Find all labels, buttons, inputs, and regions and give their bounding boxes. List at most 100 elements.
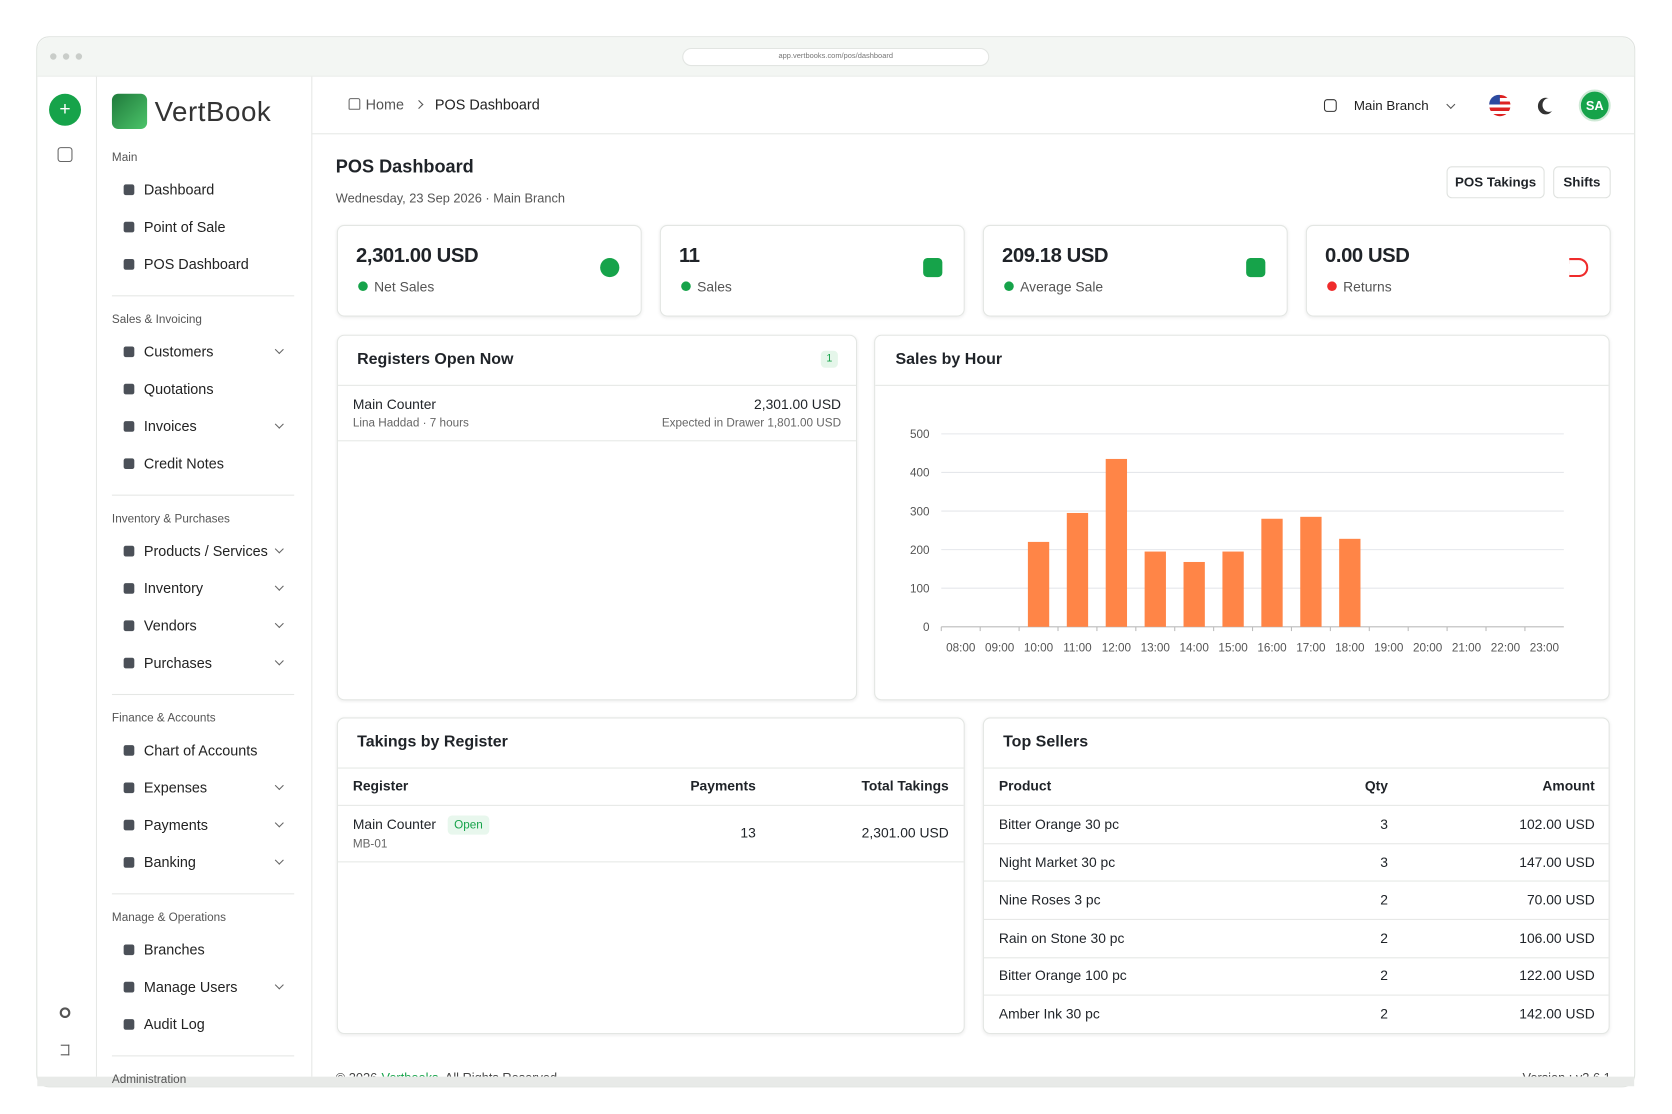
nav-item[interactable]: Inventory <box>143 580 204 597</box>
breadcrumb-link[interactable]: Home <box>365 96 405 113</box>
nav-item[interactable]: Products / Services <box>143 543 268 560</box>
total-takings: 2,301.00 USD <box>861 824 949 841</box>
divider <box>337 384 856 386</box>
divider <box>983 804 1609 806</box>
kpi-icon <box>1569 257 1589 278</box>
qty: 2 <box>1380 929 1388 946</box>
window-dot <box>75 53 83 60</box>
divider <box>983 956 1609 958</box>
nav-icon <box>123 184 135 196</box>
nav-item[interactable]: Chart of Accounts <box>143 742 258 759</box>
kpi-label: Net Sales <box>374 278 435 295</box>
section-title: Manage & Operations <box>111 911 227 925</box>
kpi-value: 0.00 USD <box>1325 245 1410 268</box>
nav-item[interactable]: Payments <box>143 817 208 834</box>
card <box>982 717 1610 1035</box>
amount: 122.00 USD <box>1519 967 1595 984</box>
branch-select[interactable]: Main Branch <box>1353 98 1429 113</box>
count-badge: 1 <box>820 350 838 368</box>
kpi-icon <box>600 257 620 278</box>
register-name: Main Counter <box>352 396 437 413</box>
nav-item[interactable]: Invoices <box>143 418 197 435</box>
card <box>659 224 965 317</box>
card <box>336 224 642 317</box>
page-title: POS Dashboard <box>335 156 474 177</box>
register-name: Main Counter <box>352 816 437 833</box>
status-dot <box>1327 281 1337 292</box>
url: app.vertbooks.com/pos/dashboard <box>778 52 893 61</box>
avatar[interactable]: SA <box>1578 89 1611 122</box>
nav-icon <box>123 819 135 831</box>
product: Amber Ink 30 pc <box>998 1005 1100 1022</box>
nav-item[interactable]: Quotations <box>143 381 214 398</box>
section-title: Main <box>111 151 138 165</box>
button[interactable]: POS Takings <box>1446 166 1545 199</box>
divider <box>983 880 1609 882</box>
nav-item[interactable]: Credit Notes <box>143 455 224 472</box>
section-title: Administration <box>111 1073 187 1087</box>
settings-icon[interactable] <box>59 1007 71 1019</box>
nav-icon <box>123 545 135 557</box>
theme-icon[interactable] <box>1543 98 1556 112</box>
amount: 142.00 USD <box>1519 1005 1595 1022</box>
nav-icon <box>123 782 135 794</box>
nav-icon <box>123 981 135 993</box>
section-title: Inventory & Purchases <box>111 512 230 526</box>
nav-item[interactable]: Manage Users <box>143 979 238 996</box>
divider <box>337 440 856 442</box>
divider <box>111 494 295 496</box>
column-header: Payments <box>690 777 756 794</box>
nav-item[interactable]: Vendors <box>143 617 197 634</box>
nav-icon <box>123 657 135 669</box>
divider <box>875 384 1609 386</box>
nav-item[interactable]: Dashboard <box>143 181 215 198</box>
register-expected: Expected in Drawer 1,801.00 USD <box>661 416 842 430</box>
nav-icon <box>123 346 135 358</box>
nav-item[interactable]: Expenses <box>143 779 208 796</box>
nav-icon <box>123 383 135 395</box>
nav-item[interactable]: Customers <box>143 343 214 360</box>
nav-item[interactable]: POS Dashboard <box>143 256 249 273</box>
card-title: Registers Open Now <box>357 350 514 369</box>
nav-item[interactable]: Banking <box>143 854 196 871</box>
nav-item[interactable]: Purchases <box>143 655 212 672</box>
add-button[interactable]: + <box>49 93 82 126</box>
nav-icon <box>123 583 135 594</box>
card <box>336 334 858 701</box>
section-title: Sales & Invoicing <box>111 313 202 327</box>
amount: 102.00 USD <box>1519 816 1595 833</box>
kpi-icon <box>923 257 943 278</box>
footer-text[interactable]: Vertbooks <box>381 1070 438 1076</box>
sidebar-border <box>311 76 313 1077</box>
qty: 3 <box>1380 853 1388 870</box>
breadcrumb-current: POS Dashboard <box>434 96 540 113</box>
divider <box>983 842 1609 845</box>
column-header: Register <box>352 777 409 794</box>
nav-item[interactable]: Point of Sale <box>143 219 226 236</box>
topbar-border <box>311 133 1635 135</box>
nav-item[interactable]: Branches <box>143 941 205 958</box>
home-icon <box>348 98 361 110</box>
nav-icon <box>123 857 135 868</box>
divider <box>111 295 295 297</box>
chevron <box>1446 99 1456 109</box>
status-badge: Open <box>447 815 490 835</box>
logout-icon[interactable] <box>60 1044 70 1056</box>
window-dot <box>62 53 70 60</box>
card <box>874 334 1610 701</box>
kpi-value: 2,301.00 USD <box>356 245 479 268</box>
scrollbar <box>37 1076 1635 1087</box>
collapse-icon[interactable] <box>57 147 73 163</box>
status-dot <box>1004 281 1014 292</box>
nav-icon <box>123 944 135 956</box>
nav-icon <box>123 458 135 470</box>
rail-border <box>95 76 98 1077</box>
main-content: Home POS Dashboard Main Branch SA POS Dashbo… <box>311 77 1635 1077</box>
amount: 106.00 USD <box>1519 929 1595 946</box>
product: Bitter Orange 30 pc <box>998 816 1120 833</box>
button[interactable]: Shifts <box>1553 166 1611 199</box>
nav-item[interactable]: Audit Log <box>143 1016 205 1033</box>
nav-icon <box>123 421 135 432</box>
